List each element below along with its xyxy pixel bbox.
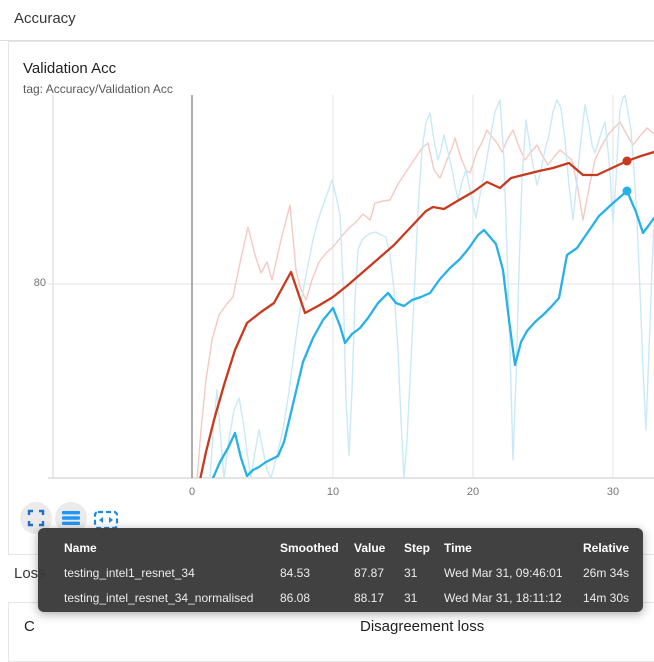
- x-tick-label-20: 20: [466, 486, 480, 498]
- loss-section-title[interactable]: Loss: [14, 565, 46, 582]
- run-name: testing_intel_resnet_34_normalised: [64, 590, 254, 605]
- run-smoothed: 84.53: [280, 565, 311, 580]
- run-name: testing_intel1_resnet_34: [64, 565, 195, 580]
- chart-plot-area[interactable]: [53, 95, 654, 478]
- run-time: Wed Mar 31, 18:11:12: [444, 590, 562, 605]
- x-tick-label-10: 10: [326, 486, 340, 498]
- col-value: Value: [354, 540, 386, 555]
- tooltip-run-row: testing_intel_resnet_34_normalised 86.08…: [38, 585, 643, 610]
- tooltip-run-row: testing_intel1_resnet_34 84.53 87.87 31 …: [38, 560, 643, 585]
- col-name: Name: [64, 540, 97, 555]
- y-tick-label-80: 80: [33, 277, 46, 289]
- run-relative: 14m 30s: [583, 590, 630, 605]
- chart-tag-subtitle: tag: Accuracy/Validation Acc: [23, 82, 173, 96]
- col-step: Step: [404, 540, 431, 555]
- col-relative: Relative: [583, 540, 630, 555]
- fullscreen-icon: [27, 509, 45, 527]
- run-step: 31: [404, 590, 418, 605]
- col-time: Time: [444, 540, 472, 555]
- lines-icon: [62, 511, 80, 525]
- run-tooltip: Name Smoothed Value Step Time Relative t…: [38, 528, 643, 612]
- run-value: 88.17: [354, 590, 385, 605]
- x-tick-label-30: 30: [606, 486, 620, 498]
- run-value: 87.87: [354, 565, 385, 580]
- fit-domain-icon: [93, 510, 119, 530]
- partial-chart-title-left: C: [24, 618, 35, 635]
- partial-chart-title-right: Disagreement loss: [360, 618, 485, 635]
- run-relative: 26m 34s: [583, 565, 630, 580]
- run-smoothed: 86.08: [280, 590, 311, 605]
- run-step: 31: [404, 565, 418, 580]
- col-smoothed: Smoothed: [280, 540, 339, 555]
- x-tick-label-0: 0: [188, 486, 196, 498]
- run-time: Wed Mar 31, 09:46:01: [444, 565, 563, 580]
- tooltip-header-row: Name Smoothed Value Step Time Relative: [38, 535, 643, 560]
- accuracy-section-header[interactable]: Accuracy: [0, 0, 654, 41]
- accuracy-section-title: Accuracy: [14, 10, 76, 27]
- chart-title: Validation Acc: [23, 60, 117, 77]
